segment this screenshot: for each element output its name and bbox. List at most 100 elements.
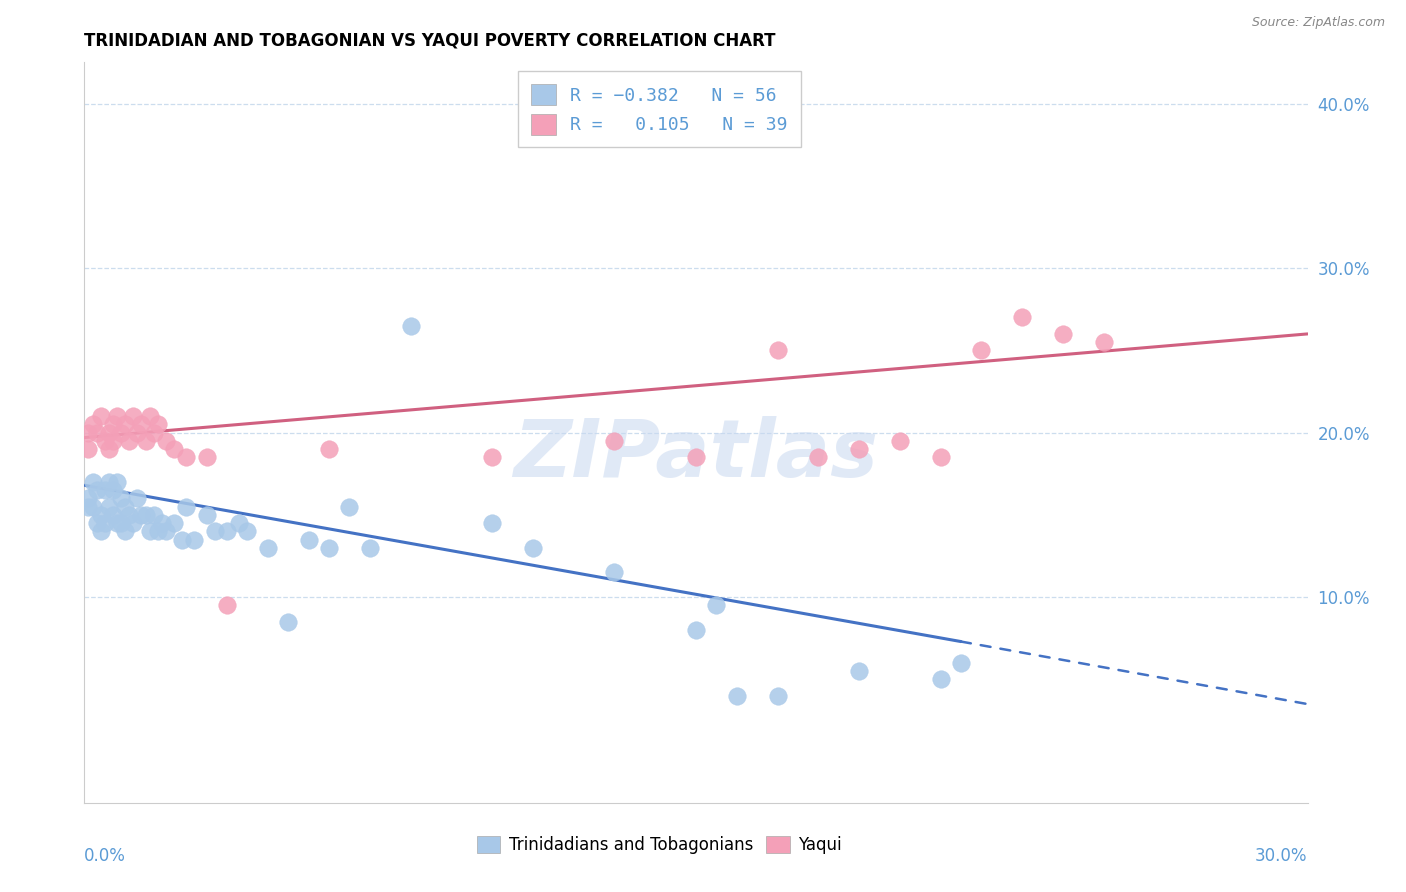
Legend: Trinidadians and Tobagonians, Yaqui: Trinidadians and Tobagonians, Yaqui bbox=[470, 830, 848, 861]
Point bbox=[766, 689, 789, 703]
Point bbox=[929, 450, 952, 465]
Point bbox=[970, 343, 993, 358]
Point bbox=[90, 524, 112, 539]
Point bbox=[603, 434, 626, 448]
Point bbox=[93, 483, 115, 498]
Point bbox=[195, 450, 218, 465]
Point bbox=[90, 508, 112, 522]
Point bbox=[131, 508, 153, 522]
Point bbox=[685, 623, 707, 637]
Point bbox=[174, 500, 197, 514]
Text: ZIPatlas: ZIPatlas bbox=[513, 416, 879, 494]
Point bbox=[1011, 310, 1033, 325]
Point bbox=[114, 524, 136, 539]
Point bbox=[97, 425, 120, 440]
Point bbox=[127, 425, 149, 440]
Point bbox=[118, 508, 141, 522]
Point bbox=[228, 516, 250, 530]
Point bbox=[146, 524, 169, 539]
Point bbox=[77, 425, 100, 440]
Point bbox=[889, 434, 911, 448]
Point bbox=[163, 442, 186, 456]
Point bbox=[339, 500, 361, 514]
Point bbox=[163, 516, 186, 530]
Point bbox=[174, 450, 197, 465]
Point bbox=[183, 533, 205, 547]
Point bbox=[150, 516, 173, 530]
Point bbox=[155, 524, 177, 539]
Point bbox=[298, 533, 321, 547]
Point bbox=[155, 434, 177, 448]
Text: 30.0%: 30.0% bbox=[1256, 847, 1308, 865]
Point bbox=[1052, 326, 1074, 341]
Point bbox=[86, 483, 108, 498]
Point bbox=[105, 409, 128, 424]
Point bbox=[481, 450, 503, 465]
Point bbox=[105, 475, 128, 489]
Point bbox=[481, 516, 503, 530]
Point bbox=[172, 533, 194, 547]
Point bbox=[101, 508, 124, 522]
Point bbox=[399, 318, 422, 333]
Point bbox=[86, 516, 108, 530]
Point bbox=[97, 442, 120, 456]
Point bbox=[142, 425, 165, 440]
Point bbox=[77, 491, 100, 506]
Point bbox=[97, 500, 120, 514]
Point bbox=[236, 524, 259, 539]
Point bbox=[685, 450, 707, 465]
Point bbox=[217, 599, 239, 613]
Point bbox=[101, 483, 124, 498]
Point bbox=[277, 615, 299, 629]
Point bbox=[114, 500, 136, 514]
Point bbox=[110, 516, 132, 530]
Point bbox=[86, 425, 108, 440]
Point bbox=[706, 599, 728, 613]
Point bbox=[131, 417, 153, 432]
Point bbox=[82, 500, 104, 514]
Point bbox=[195, 508, 218, 522]
Text: Source: ZipAtlas.com: Source: ZipAtlas.com bbox=[1251, 16, 1385, 29]
Point bbox=[929, 673, 952, 687]
Point bbox=[77, 500, 100, 514]
Point bbox=[848, 442, 870, 456]
Point bbox=[138, 524, 160, 539]
Point bbox=[1092, 335, 1115, 350]
Point bbox=[603, 566, 626, 580]
Point bbox=[318, 442, 340, 456]
Point bbox=[766, 343, 789, 358]
Point bbox=[110, 425, 132, 440]
Point bbox=[82, 475, 104, 489]
Point bbox=[204, 524, 226, 539]
Point bbox=[101, 417, 124, 432]
Point bbox=[110, 491, 132, 506]
Point bbox=[122, 409, 145, 424]
Point bbox=[127, 491, 149, 506]
Point bbox=[105, 516, 128, 530]
Point bbox=[142, 508, 165, 522]
Point bbox=[101, 434, 124, 448]
Point bbox=[97, 475, 120, 489]
Point bbox=[848, 664, 870, 678]
Point bbox=[114, 417, 136, 432]
Text: 0.0%: 0.0% bbox=[84, 847, 127, 865]
Point bbox=[135, 508, 157, 522]
Point bbox=[217, 524, 239, 539]
Point bbox=[90, 409, 112, 424]
Point bbox=[359, 541, 381, 555]
Point bbox=[257, 541, 280, 555]
Point bbox=[82, 417, 104, 432]
Text: TRINIDADIAN AND TOBAGONIAN VS YAQUI POVERTY CORRELATION CHART: TRINIDADIAN AND TOBAGONIAN VS YAQUI POVE… bbox=[84, 32, 776, 50]
Point bbox=[77, 442, 100, 456]
Point bbox=[950, 656, 973, 670]
Point bbox=[118, 434, 141, 448]
Point bbox=[122, 516, 145, 530]
Point bbox=[522, 541, 544, 555]
Point bbox=[93, 434, 115, 448]
Point bbox=[138, 409, 160, 424]
Point bbox=[318, 541, 340, 555]
Point bbox=[146, 417, 169, 432]
Point bbox=[725, 689, 748, 703]
Point bbox=[135, 434, 157, 448]
Point bbox=[807, 450, 830, 465]
